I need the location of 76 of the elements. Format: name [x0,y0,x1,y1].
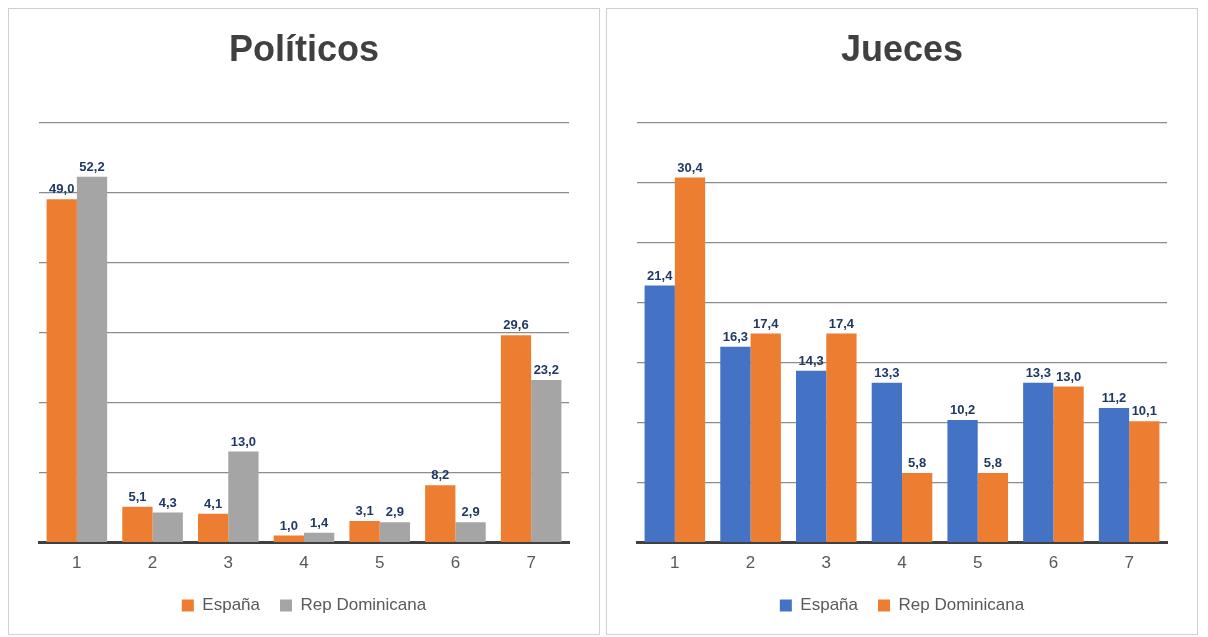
bar [796,370,827,542]
data-label: 17,4 [828,315,855,331]
legend-label: España [800,595,859,615]
data-label: 13,3 [874,364,900,380]
bar [379,522,410,542]
data-label: 5,8 [908,455,927,471]
data-label: 17,4 [753,315,780,331]
data-label: 10,1 [1131,403,1157,419]
data-label: 4,3 [158,494,177,510]
bar [76,176,108,542]
x-tick-label: 3 [223,553,234,573]
data-label: 52,2 [79,158,105,174]
bar [1098,408,1130,542]
data-label: 13,3 [1025,364,1051,380]
x-tick-label: 2 [745,553,756,573]
bar [1129,421,1160,542]
bar [644,285,675,542]
data-label: 16,3 [722,328,749,344]
legend-label: Rep Dominicana [898,595,1025,615]
x-tick-label: 6 [1048,553,1059,573]
data-label: 49,0 [49,181,75,197]
data-label: 2,9 [461,504,480,520]
bar [674,177,706,542]
chart-title: Jueces [840,27,964,69]
data-label: 30,4 [677,159,704,175]
bar [1053,386,1084,542]
chart-title: Políticos [228,27,380,69]
x-tick-label: 7 [526,553,536,573]
x-tick-label: 5 [972,553,983,573]
data-label: 8,2 [431,467,450,483]
bar [531,380,562,542]
data-label: 2,9 [385,504,404,520]
data-label: 13,0 [1055,368,1082,384]
bar [349,520,380,542]
bar [902,472,933,542]
x-tick-label: 5 [374,553,385,573]
bar [947,420,978,542]
legend-label: Rep Dominicana [300,595,427,615]
x-tick-label: 1 [670,553,680,573]
bar [720,346,751,542]
bar [1023,382,1054,542]
data-label: 5,8 [983,455,1002,471]
x-tick-label: 6 [450,553,461,573]
data-label: 1,0 [279,517,298,533]
data-label: 4,1 [204,495,223,511]
x-tick-label: 4 [897,553,907,573]
x-tick-label: 3 [821,553,832,573]
bar [871,382,902,542]
bar [122,506,153,542]
legend-label: España [202,595,261,615]
data-label: 5,1 [128,488,147,504]
x-tick-label: 2 [147,553,158,573]
data-label: 11,2 [1101,390,1127,406]
data-label: 3,1 [355,502,374,518]
bar [750,333,781,542]
bar [273,535,304,542]
bar [152,512,183,542]
bar [198,513,229,542]
data-label: 23,2 [533,362,559,378]
x-tick-label: 7 [1124,553,1134,573]
bar [425,485,456,542]
data-label: 14,3 [798,352,824,368]
data-label: 1,4 [310,514,329,530]
data-label: 21,4 [647,267,674,283]
bar [46,199,77,542]
bar [228,451,259,542]
data-label: 10,2 [949,402,976,418]
bar [826,333,857,542]
bar [304,532,335,542]
x-tick-label: 4 [299,553,309,573]
x-tick-label: 1 [72,553,82,573]
bar [500,335,532,542]
bar [455,522,486,542]
bar [977,472,1008,542]
data-label: 13,0 [230,433,257,449]
data-label: 29,6 [503,317,529,333]
